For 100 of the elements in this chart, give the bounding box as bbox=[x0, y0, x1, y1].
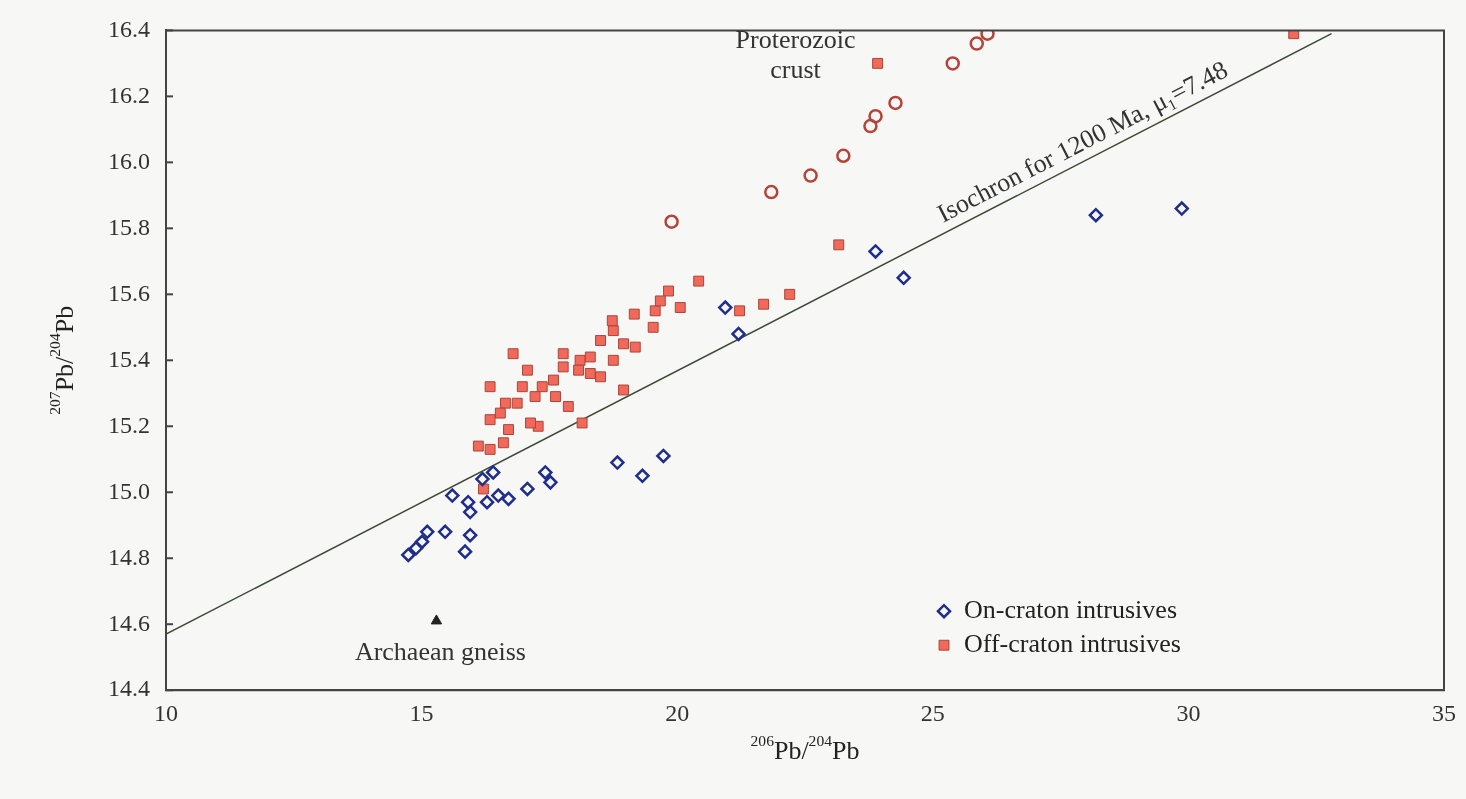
point bbox=[576, 417, 588, 429]
point bbox=[618, 338, 629, 350]
y-tick-label: 14.6 bbox=[108, 609, 150, 636]
point bbox=[401, 547, 416, 563]
point bbox=[536, 381, 548, 393]
legend-label: Off-craton intrusives bbox=[964, 629, 1181, 659]
point bbox=[606, 315, 618, 327]
point bbox=[507, 348, 519, 360]
point bbox=[784, 288, 796, 300]
point bbox=[419, 524, 435, 540]
point bbox=[479, 494, 495, 510]
point bbox=[833, 239, 845, 251]
y-tick-label: 15.4 bbox=[108, 345, 150, 372]
y-tick-label: 16.0 bbox=[108, 147, 150, 174]
y-tick-label: 14.8 bbox=[108, 543, 150, 570]
point bbox=[836, 148, 851, 164]
y-tick-label: 15.8 bbox=[108, 213, 150, 240]
point bbox=[888, 95, 903, 111]
point bbox=[607, 354, 619, 366]
point bbox=[764, 184, 779, 200]
point bbox=[557, 361, 569, 373]
y-axis-title: 207Pb/204Pb bbox=[45, 305, 79, 415]
point bbox=[607, 325, 619, 337]
point bbox=[584, 351, 596, 363]
point bbox=[520, 481, 535, 497]
point bbox=[484, 414, 496, 426]
point bbox=[521, 364, 533, 376]
point bbox=[485, 465, 501, 480]
point bbox=[430, 614, 443, 625]
point bbox=[584, 368, 596, 379]
point bbox=[693, 275, 705, 287]
point bbox=[491, 488, 506, 503]
annotation: Proterozoic crust bbox=[735, 25, 856, 84]
point bbox=[595, 371, 606, 383]
point bbox=[503, 424, 514, 436]
legend-label: On-craton intrusives bbox=[964, 595, 1178, 625]
point bbox=[628, 308, 640, 320]
point bbox=[484, 381, 496, 393]
point bbox=[664, 214, 679, 229]
point bbox=[562, 401, 574, 412]
point bbox=[550, 391, 561, 403]
point bbox=[868, 244, 883, 259]
point bbox=[654, 295, 666, 307]
point bbox=[501, 491, 516, 507]
point bbox=[543, 475, 558, 490]
x-tick-label: 15 bbox=[409, 699, 434, 726]
point bbox=[538, 465, 553, 480]
point bbox=[647, 321, 659, 333]
point bbox=[462, 504, 478, 520]
point bbox=[1288, 30, 1300, 40]
point bbox=[525, 417, 536, 429]
point bbox=[472, 440, 484, 452]
point bbox=[414, 534, 430, 549]
point bbox=[573, 364, 584, 376]
point bbox=[635, 468, 650, 484]
point bbox=[511, 397, 523, 409]
point bbox=[758, 298, 770, 310]
point bbox=[437, 524, 453, 540]
y-tick-label: 15.6 bbox=[108, 279, 150, 306]
point bbox=[1088, 207, 1104, 223]
point bbox=[618, 384, 629, 396]
point bbox=[475, 471, 490, 487]
y-tick-label: 15.0 bbox=[108, 477, 150, 504]
point bbox=[499, 397, 511, 409]
x-tick-label: 35 bbox=[1432, 699, 1456, 726]
point bbox=[803, 168, 818, 183]
point bbox=[529, 391, 541, 403]
point bbox=[674, 302, 686, 313]
point bbox=[610, 455, 625, 470]
point bbox=[945, 56, 960, 71]
point bbox=[497, 437, 509, 449]
point bbox=[731, 326, 746, 342]
point bbox=[494, 407, 506, 419]
point bbox=[734, 305, 746, 317]
point bbox=[445, 488, 460, 503]
point bbox=[478, 483, 489, 495]
point bbox=[516, 381, 528, 393]
x-tick-label: 25 bbox=[920, 699, 945, 726]
x-tick-label: 20 bbox=[665, 699, 690, 726]
x-tick-label: 10 bbox=[154, 699, 178, 726]
point bbox=[574, 354, 586, 366]
point bbox=[484, 443, 496, 455]
point bbox=[548, 374, 559, 386]
point bbox=[980, 30, 995, 41]
point bbox=[1174, 201, 1189, 216]
annotation: Archaean gneiss bbox=[354, 636, 526, 666]
point bbox=[457, 544, 473, 559]
y-tick-label: 15.2 bbox=[108, 411, 150, 438]
x-tick-label: 30 bbox=[1176, 699, 1201, 726]
y-tick-label: 16.4 bbox=[108, 15, 150, 42]
point bbox=[863, 118, 878, 134]
point bbox=[408, 541, 424, 556]
point bbox=[872, 57, 884, 69]
point bbox=[656, 448, 671, 464]
point bbox=[663, 285, 674, 297]
point bbox=[557, 348, 569, 360]
point bbox=[460, 494, 476, 510]
point bbox=[969, 36, 985, 51]
point bbox=[649, 305, 661, 317]
y-tick-label: 16.2 bbox=[108, 81, 150, 108]
